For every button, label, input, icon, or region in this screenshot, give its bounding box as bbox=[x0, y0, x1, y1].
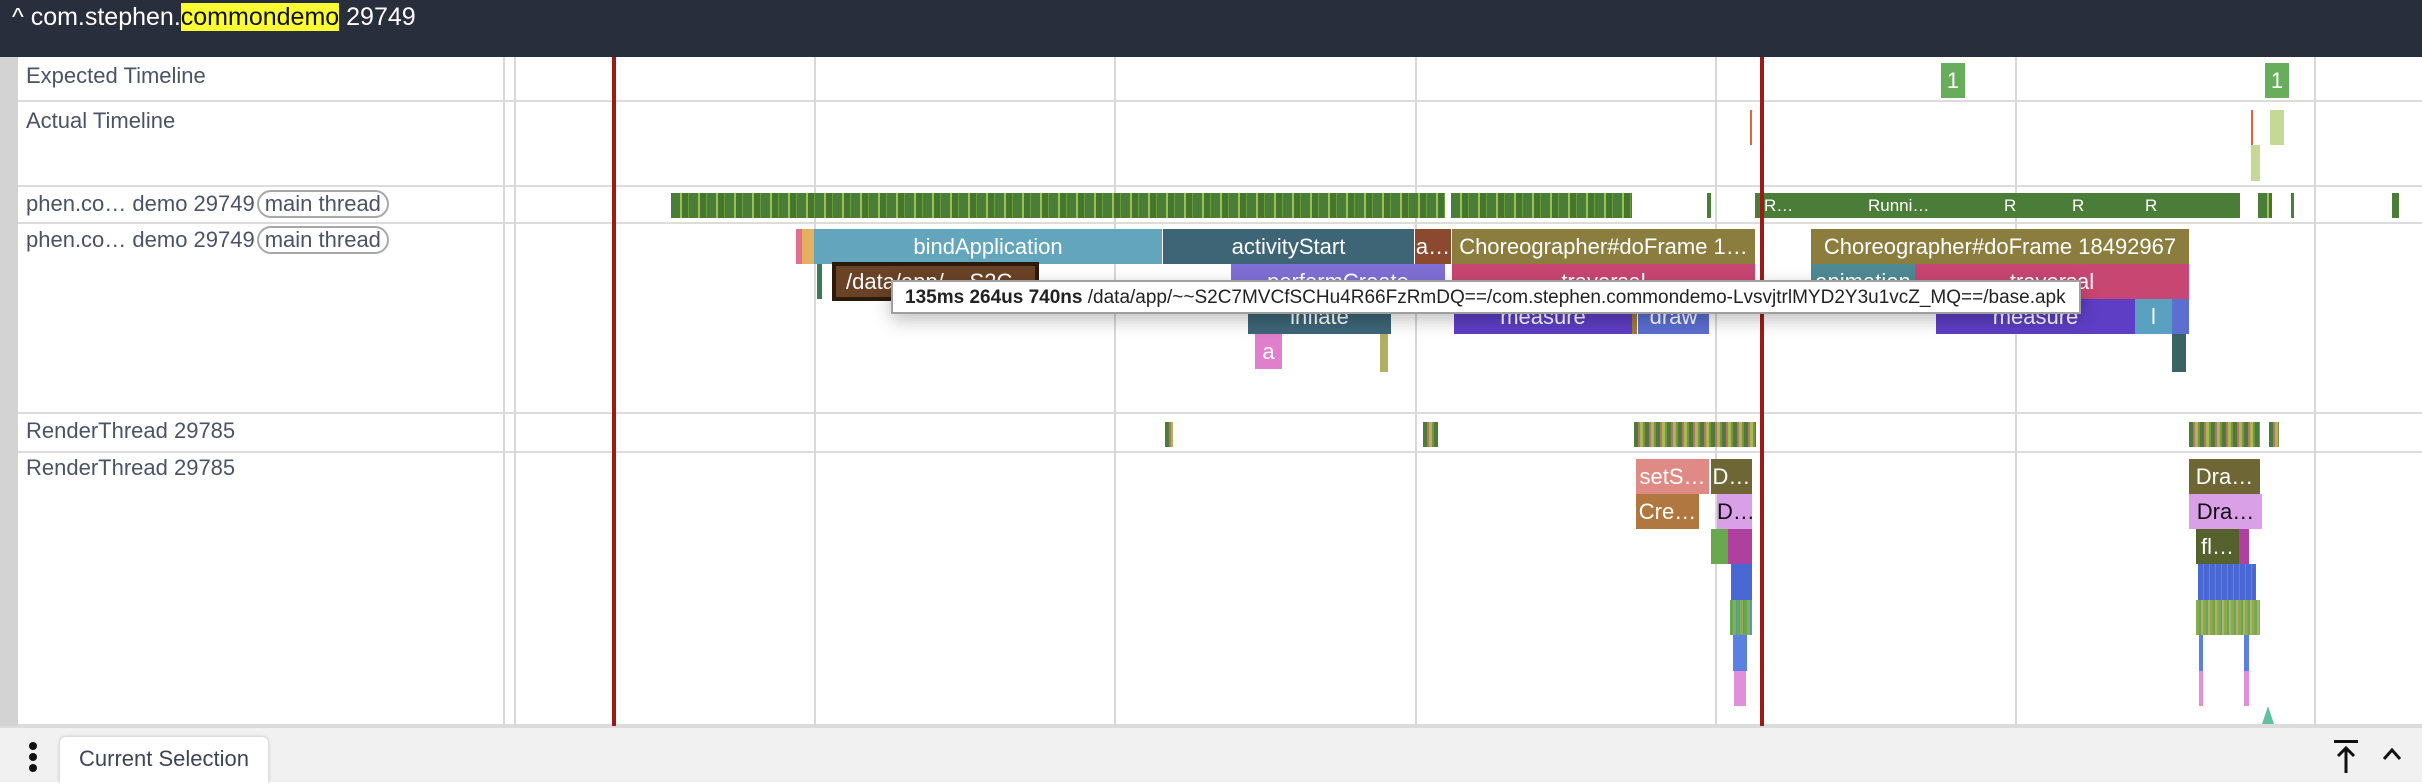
slice[interactable] bbox=[2199, 671, 2203, 706]
actual-frame[interactable] bbox=[2270, 110, 2284, 145]
gridline bbox=[514, 57, 516, 726]
gridline bbox=[1415, 57, 1417, 726]
thread-state[interactable] bbox=[2269, 422, 2279, 447]
slice[interactable] bbox=[1728, 529, 1752, 564]
slice[interactable]: Dra… bbox=[2189, 459, 2260, 494]
slice-activityStart[interactable]: activityStart bbox=[1163, 229, 1414, 264]
search-highlight: commondemo bbox=[180, 3, 340, 31]
slice[interactable]: l bbox=[2135, 299, 2172, 334]
expected-frame[interactable]: 1 bbox=[2265, 63, 2289, 98]
process-header[interactable]: ^ com.stephen.commondemo 29749 bbox=[0, 0, 2422, 57]
slice[interactable] bbox=[2244, 635, 2249, 671]
thread-state-running[interactable] bbox=[671, 193, 1445, 218]
slice[interactable]: Cre… bbox=[1636, 494, 1699, 529]
slice[interactable]: setS… bbox=[1636, 459, 1709, 494]
slice[interactable]: a bbox=[1255, 334, 1282, 369]
timeline-cursor[interactable] bbox=[1760, 57, 1764, 726]
thread-state[interactable] bbox=[1165, 422, 1173, 447]
slice[interactable]: D… bbox=[1711, 459, 1752, 494]
thread-state-label: R bbox=[2145, 196, 2158, 215]
slice-doframe[interactable]: Choreographer#doFrame 18492967 bbox=[1811, 229, 2189, 264]
track-label: phen.co… demo 29749 main thread bbox=[26, 190, 389, 218]
actual-frame[interactable] bbox=[2251, 145, 2260, 181]
track-actual-timeline[interactable]: Actual Timeline bbox=[18, 102, 2422, 187]
track-label: RenderThread 29785 bbox=[26, 418, 236, 443]
gridline bbox=[2314, 57, 2316, 726]
slice[interactable] bbox=[1711, 529, 1728, 564]
thread-state-label: R bbox=[2072, 196, 2085, 215]
gridline bbox=[2015, 57, 2017, 726]
slice[interactable] bbox=[2172, 334, 2186, 372]
details-panel-bar[interactable]: Current Selection bbox=[0, 726, 2422, 784]
slice[interactable]: Dra… bbox=[2189, 494, 2262, 529]
thread-state-label: Runni… bbox=[1868, 196, 1930, 215]
track-main-thread-slices[interactable]: phen.co… demo 29749 main thread bbox=[18, 224, 2422, 414]
track-label: Actual Timeline bbox=[26, 108, 176, 133]
slice[interactable] bbox=[2199, 635, 2203, 671]
gridline bbox=[1715, 57, 1717, 726]
slice[interactable] bbox=[1380, 334, 1388, 372]
slice[interactable] bbox=[2198, 564, 2256, 600]
chevron-up-icon[interactable] bbox=[2382, 746, 2402, 762]
timeline-cursor[interactable] bbox=[612, 57, 616, 726]
main-thread-tag: main thread bbox=[256, 190, 389, 218]
actual-frame[interactable] bbox=[2251, 110, 2253, 145]
track-expected-timeline[interactable]: Expected Timeline bbox=[18, 57, 2422, 102]
track-main-thread-state[interactable]: phen.co… demo 29749 main thread bbox=[18, 187, 2422, 224]
tab-current-selection[interactable]: Current Selection bbox=[60, 737, 268, 784]
track-renderthread-state[interactable]: RenderThread 29785 bbox=[18, 414, 2422, 453]
arrow-to-top-icon[interactable] bbox=[2333, 740, 2359, 774]
collapse-icon[interactable]: ^ bbox=[12, 3, 24, 31]
tooltip-text: /data/app/~~S2C7MVCfSCHu4R66FzRmDQ==/com… bbox=[1082, 287, 2066, 308]
slice[interactable]: a… bbox=[1415, 229, 1451, 264]
slice[interactable] bbox=[2196, 600, 2260, 635]
process-pid: 29749 bbox=[339, 3, 416, 31]
thread-state-label: R bbox=[2004, 196, 2017, 215]
track-label: RenderThread 29785 bbox=[26, 455, 236, 480]
thread-state[interactable] bbox=[1634, 422, 1756, 447]
label-divider[interactable] bbox=[503, 57, 505, 726]
slice[interactable]: D… bbox=[1717, 494, 1752, 529]
track-renderthread-slices[interactable]: RenderThread 29785 bbox=[18, 453, 2422, 726]
slice[interactable] bbox=[1733, 635, 1747, 671]
flow-arrow-icon bbox=[2262, 706, 2274, 724]
slice-bindApplication[interactable]: bindApplication bbox=[814, 229, 1162, 264]
tooltip-duration: 135ms 264us 740ns bbox=[905, 287, 1083, 308]
thread-state-running[interactable] bbox=[1755, 193, 2240, 218]
thread-state[interactable] bbox=[1423, 422, 1438, 447]
thread-state-running[interactable] bbox=[1707, 193, 1711, 218]
track-label: phen.co… demo 29749 main thread bbox=[26, 226, 389, 254]
thread-state[interactable] bbox=[2189, 422, 2260, 447]
thread-state-running[interactable] bbox=[2392, 193, 2399, 218]
slice[interactable] bbox=[1730, 600, 1752, 635]
slice[interactable] bbox=[2172, 299, 2189, 334]
track-shell-strip bbox=[0, 57, 18, 726]
slice[interactable] bbox=[1731, 564, 1752, 600]
slice[interactable] bbox=[802, 229, 814, 264]
process-name-prefix: com.stephen. bbox=[30, 3, 181, 31]
slice[interactable] bbox=[2244, 671, 2249, 706]
actual-frame[interactable] bbox=[1750, 110, 1752, 145]
slice[interactable] bbox=[796, 229, 802, 264]
track-label: Expected Timeline bbox=[26, 63, 206, 88]
slice[interactable] bbox=[1734, 671, 1746, 706]
slice[interactable] bbox=[1632, 299, 1637, 334]
thread-state-running[interactable] bbox=[2258, 193, 2272, 218]
expected-frame[interactable]: 1 bbox=[1941, 63, 1965, 98]
thread-state-label: R… bbox=[1764, 196, 1794, 215]
thread-state-running[interactable] bbox=[1451, 193, 1632, 218]
thread-state-running[interactable] bbox=[2291, 193, 2294, 218]
gridline bbox=[1114, 57, 1116, 726]
gridline bbox=[814, 57, 816, 726]
slice[interactable] bbox=[2239, 529, 2249, 564]
slice[interactable]: fl… bbox=[2196, 529, 2239, 564]
slice-doframe[interactable]: Choreographer#doFrame 1… bbox=[1452, 229, 1755, 264]
process-title: ^ com.stephen.commondemo 29749 bbox=[12, 2, 416, 32]
main-thread-tag: main thread bbox=[256, 226, 389, 254]
slice[interactable] bbox=[817, 264, 822, 299]
slice-tooltip: 135ms 264us 740ns /data/app/~~S2C7MVCfSC… bbox=[891, 280, 2081, 314]
